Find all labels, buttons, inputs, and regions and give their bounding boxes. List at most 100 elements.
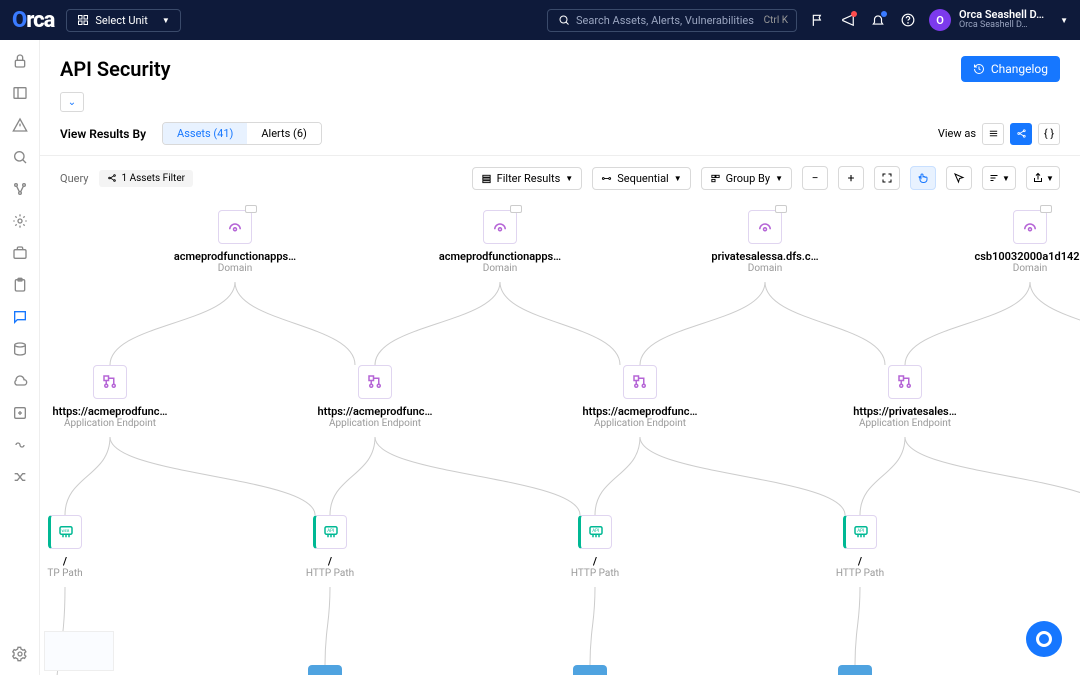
top-header: Orca Select Unit ▼ Search Assets, Alerts… bbox=[0, 0, 1080, 40]
cursor-button[interactable] bbox=[946, 166, 972, 190]
node-subtitle: TP Path bbox=[47, 568, 82, 579]
node-subtitle: Domain bbox=[1013, 263, 1047, 274]
clipboard-icon[interactable] bbox=[11, 276, 29, 294]
plus-box-icon[interactable] bbox=[11, 404, 29, 422]
domain-node[interactable]: acmeprodfunctionapps…Domain bbox=[420, 210, 580, 274]
endpoint-node[interactable]: https://privatesales…Application Endpoin… bbox=[825, 365, 985, 429]
chevron-down-icon: ▼ bbox=[162, 16, 170, 25]
filter-icon bbox=[107, 173, 117, 183]
filter-results-button[interactable]: Filter Results▼ bbox=[472, 167, 583, 190]
endpoint-node[interactable]: https://acmeprodfunc…Application Endpoin… bbox=[295, 365, 455, 429]
search-input[interactable]: Search Assets, Alerts, Vulnerabilities C… bbox=[547, 9, 797, 32]
node-subtitle: Domain bbox=[218, 263, 252, 274]
settings-nav-icon[interactable] bbox=[11, 212, 29, 230]
lock-icon[interactable] bbox=[11, 52, 29, 70]
path-node[interactable]: API/HTTP Path bbox=[250, 515, 410, 579]
view-list-button[interactable] bbox=[982, 123, 1004, 145]
tabs-row: View Results By Assets (41) Alerts (6) V… bbox=[40, 118, 1080, 156]
path-node[interactable]: API/HTTP Path bbox=[515, 515, 675, 579]
search-placeholder: Search Assets, Alerts, Vulnerabilities bbox=[576, 14, 754, 27]
node-title: https://acmeprodfunc… bbox=[583, 405, 698, 418]
domain-node[interactable]: acmeprodfunctionapps…Domain bbox=[155, 210, 315, 274]
node-subtitle: HTTP Path bbox=[836, 568, 884, 579]
result-tabs: Assets (41) Alerts (6) bbox=[162, 122, 322, 145]
node-subtitle: Application Endpoint bbox=[329, 418, 421, 429]
endpoint-node[interactable]: https://acmeprodfunc…Application Endpoin… bbox=[560, 365, 720, 429]
select-unit-button[interactable]: Select Unit ▼ bbox=[66, 9, 180, 32]
flag-icon[interactable] bbox=[809, 11, 827, 29]
grid-icon bbox=[77, 14, 89, 26]
minimap[interactable] bbox=[44, 631, 114, 671]
search-nav-icon[interactable] bbox=[11, 148, 29, 166]
node-subtitle: Application Endpoint bbox=[859, 418, 951, 429]
gear-icon[interactable] bbox=[11, 645, 29, 663]
node-title: csb10032000a1d142e bbox=[974, 250, 1080, 263]
chevron-down-icon: ▼ bbox=[1060, 16, 1068, 25]
view-results-label: View Results By bbox=[60, 127, 146, 141]
tab-alerts[interactable]: Alerts (6) bbox=[247, 123, 320, 144]
page-header: API Security Changelog bbox=[40, 40, 1080, 92]
path-node[interactable]: WEB /TP Path bbox=[40, 515, 145, 579]
node-subtitle: Domain bbox=[483, 263, 517, 274]
svg-text:WEB: WEB bbox=[62, 529, 70, 533]
node-title: / bbox=[858, 555, 862, 568]
left-sidebar bbox=[0, 40, 40, 675]
cloud-icon[interactable] bbox=[11, 372, 29, 390]
user-menu[interactable]: O Orca Seashell D… Orca Seashell D… ▼ bbox=[929, 9, 1068, 31]
panel-icon[interactable] bbox=[11, 84, 29, 102]
database-icon[interactable] bbox=[11, 340, 29, 358]
group-by-button[interactable]: Group By▼ bbox=[701, 167, 792, 190]
method-node[interactable]: GET bbox=[775, 665, 935, 675]
node-subtitle: Domain bbox=[748, 263, 782, 274]
announcement-icon[interactable] bbox=[839, 11, 857, 29]
method-node[interactable]: GET bbox=[245, 665, 405, 675]
graph-icon[interactable] bbox=[11, 180, 29, 198]
user-sub: Orca Seashell D… bbox=[959, 21, 1044, 31]
endpoint-node[interactable]: https://acmeprodfunc…Application Endpoin… bbox=[40, 365, 190, 429]
node-title: acmeprodfunctionapps… bbox=[439, 250, 561, 263]
changelog-button[interactable]: Changelog bbox=[961, 56, 1060, 82]
view-graph-button[interactable] bbox=[1010, 123, 1032, 145]
help-icon[interactable] bbox=[899, 11, 917, 29]
assets-filter-badge[interactable]: 1 Assets Filter bbox=[99, 170, 194, 187]
briefcase-icon[interactable] bbox=[11, 244, 29, 262]
node-title: privatesalessa.dfs.c… bbox=[711, 250, 818, 263]
node-title: acmeprodfunctionapps… bbox=[174, 250, 296, 263]
search-kbd: Ctrl K bbox=[764, 15, 788, 26]
node-title: / bbox=[593, 555, 597, 568]
node-title: / bbox=[328, 555, 332, 568]
fullscreen-button[interactable] bbox=[874, 166, 900, 190]
zoom-out-button[interactable]: − bbox=[802, 166, 828, 190]
infinity-icon[interactable] bbox=[11, 436, 29, 454]
path-node[interactable]: API /HTTP Path bbox=[780, 515, 940, 579]
view-as-group: View as { } bbox=[938, 123, 1060, 145]
export-button[interactable]: ▼ bbox=[1026, 166, 1060, 190]
assets-filter-label: 1 Assets Filter bbox=[122, 173, 186, 184]
domain-node[interactable]: csb10032000a1d142eDomain bbox=[950, 210, 1080, 274]
pan-button[interactable] bbox=[910, 166, 936, 190]
main-area: API Security Changelog ⌄ View Results By… bbox=[40, 40, 1080, 675]
logo: Orca bbox=[12, 8, 54, 33]
avatar: O bbox=[929, 9, 951, 31]
alert-icon[interactable] bbox=[11, 116, 29, 134]
fab-button[interactable] bbox=[1026, 621, 1062, 657]
zoom-in-button[interactable]: + bbox=[838, 166, 864, 190]
domain-node[interactable]: privatesalessa.dfs.c…Domain bbox=[685, 210, 845, 274]
expand-toggle[interactable]: ⌄ bbox=[60, 92, 84, 112]
changelog-label: Changelog bbox=[991, 62, 1048, 76]
settings-button[interactable]: ▼ bbox=[982, 166, 1016, 190]
graph-canvas[interactable]: acmeprodfunctionapps…Domainacmeprodfunct… bbox=[40, 200, 1080, 675]
tab-assets[interactable]: Assets (41) bbox=[163, 123, 247, 144]
shuffle-icon[interactable] bbox=[11, 468, 29, 486]
bell-icon[interactable] bbox=[869, 11, 887, 29]
chat-icon[interactable] bbox=[11, 308, 29, 326]
view-code-button[interactable]: { } bbox=[1038, 123, 1060, 145]
toolbar-row: Query 1 Assets Filter Filter Results▼ Se… bbox=[40, 156, 1080, 200]
sequential-button[interactable]: Sequential▼ bbox=[592, 167, 690, 190]
node-title: https://acmeprodfunc… bbox=[53, 405, 168, 418]
method-node[interactable]: GET bbox=[510, 665, 670, 675]
svg-text:API: API bbox=[857, 528, 864, 534]
query-label: Query bbox=[60, 172, 89, 185]
node-title: / bbox=[63, 555, 67, 568]
node-title: https://acmeprodfunc… bbox=[318, 405, 433, 418]
